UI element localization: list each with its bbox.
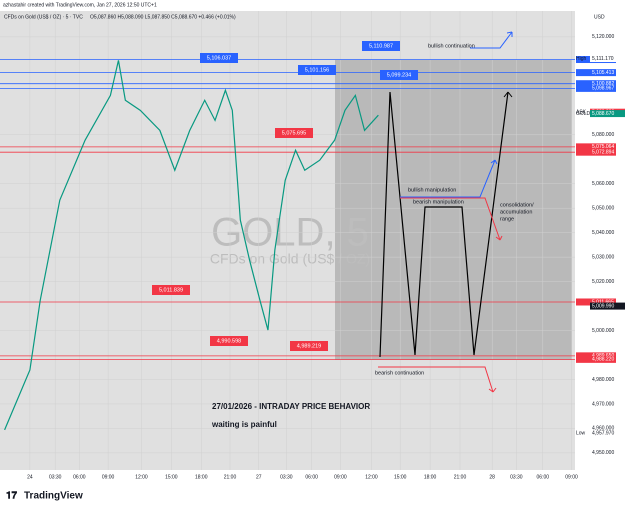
level-label: 4,988.220 [592,357,614,363]
level-label: 5,105.413 [592,70,614,76]
marker-label: 5,111.170 [592,56,614,62]
x-tick-label: 12:00 [135,474,148,480]
note: bullish continuation [428,43,475,49]
note-sub: waiting is painful [211,420,277,429]
box-label: 5,011.839 [159,287,183,293]
level-tag [576,355,616,363]
x-tick-label: 06:00 [305,474,318,480]
x-tick-label: 21:00 [454,474,467,480]
note: consolidation/ [500,202,534,208]
price-line [4,60,379,431]
y-tick-label: 5,000.000 [592,328,614,334]
marker-tag-text: ASK [576,110,587,116]
arrow [503,91,513,98]
x-tick-label: 18:00 [195,474,208,480]
box-label: 4,990.598 [217,338,241,344]
y-tick-label: 5,060.000 [592,181,614,187]
watermark-sub: CFDs on Gold (US$ / OZ) [210,251,370,267]
marker-label: 4,957.970 [592,431,614,437]
level-label: 5,098.967 [592,86,614,92]
arrow [470,31,513,49]
level-tag [576,69,616,77]
y-tick-label: 5,030.000 [592,254,614,260]
marker-tag [590,302,625,310]
note: bullish manipulation [408,187,456,193]
time-axis [0,470,575,484]
range-box [335,60,572,360]
level-tag [576,80,616,88]
y-tick-label: 4,970.000 [592,401,614,407]
y-tick-label: 4,960.000 [592,426,614,432]
box-label: 4,989.219 [297,343,321,349]
marker-tag-text: GOLD [576,111,591,117]
x-tick-label: 15:00 [394,474,407,480]
marker-tag [590,110,625,118]
y-tick-label: 5,050.000 [592,206,614,212]
box-label: 5,106.037 [207,55,231,61]
x-tick-label: 06:00 [73,474,86,480]
x-tick-label: 03:30 [280,474,293,480]
arrow [378,366,497,393]
x-tick-label: 15:00 [165,474,178,480]
level-tag [576,298,616,306]
credit: azhastahir created with TradingView.com,… [3,2,157,8]
brand: TradingView [24,491,83,502]
level-tag [576,148,616,156]
box-label: 5,099.234 [387,72,411,78]
y-tick-label: 5,040.000 [592,230,614,236]
symbol: CFDs on Gold (US$ / OZ) · 5 · TVC [4,14,83,20]
x-tick-label: 12:00 [365,474,378,480]
marker-tag [590,429,625,437]
box-label: 5,110.987 [369,43,393,49]
price-axis [575,10,625,509]
level-tag [576,84,616,92]
arrow [400,159,498,198]
x-tick-label: 06:00 [537,474,550,480]
marker-tag-text: High [576,56,587,62]
x-tick-label: 09:00 [565,474,578,480]
y-tick-label: 5,020.000 [592,279,614,285]
marker-label: 5,088.670 [592,111,614,117]
box-label: 5,101.156 [305,67,329,73]
note: accumulation [500,209,532,215]
x-tick-label: 09:00 [102,474,115,480]
level-label: 5,100.882 [592,81,614,87]
y-tick-label: 5,080.000 [592,132,614,138]
x-tick-label: 24 [27,474,33,480]
note-title: 27/01/2026 - INTRADAY PRICE BEHAVIOR [212,402,370,411]
x-tick-label: 18:00 [424,474,437,480]
note: range [500,216,514,222]
x-tick-label: 27 [256,474,262,480]
level-label: 5,075.064 [592,144,614,150]
logo: 𝟏𝟕 [6,491,18,502]
y-tick-label: 4,980.000 [592,377,614,383]
level-tag [576,143,616,151]
x-tick-label: 09:00 [334,474,347,480]
level-label: 5,072.894 [592,150,614,156]
level-label: 5,011.665 [592,299,614,305]
x-tick-label: 03:30 [49,474,62,480]
arrow [400,197,503,241]
marker-tag [590,55,625,63]
annotation-boxes: 5,106.037 5,110.987 5,101.156 5,099.234 … [152,41,418,351]
y-tick-label: 4,950.000 [592,450,614,456]
currency: USD [594,14,605,20]
note: bearish continuation [375,370,424,376]
ohlc: O5,087.860 H5,088.090 L5,087.850 C5,088.… [90,14,236,20]
x-tick-label: 03:30 [510,474,523,480]
projection [379,91,509,358]
marker-label: 5,009.990 [592,303,614,309]
note: bearish manipulation [413,199,464,205]
x-tick-label: 21:00 [224,474,237,480]
marker-tag-text: Low [576,431,586,437]
header-bg [0,0,625,11]
y-tick-label: 5,120.000 [592,34,614,40]
box-label: 5,075.695 [282,130,306,136]
x-tick-label: 28 [489,474,495,480]
